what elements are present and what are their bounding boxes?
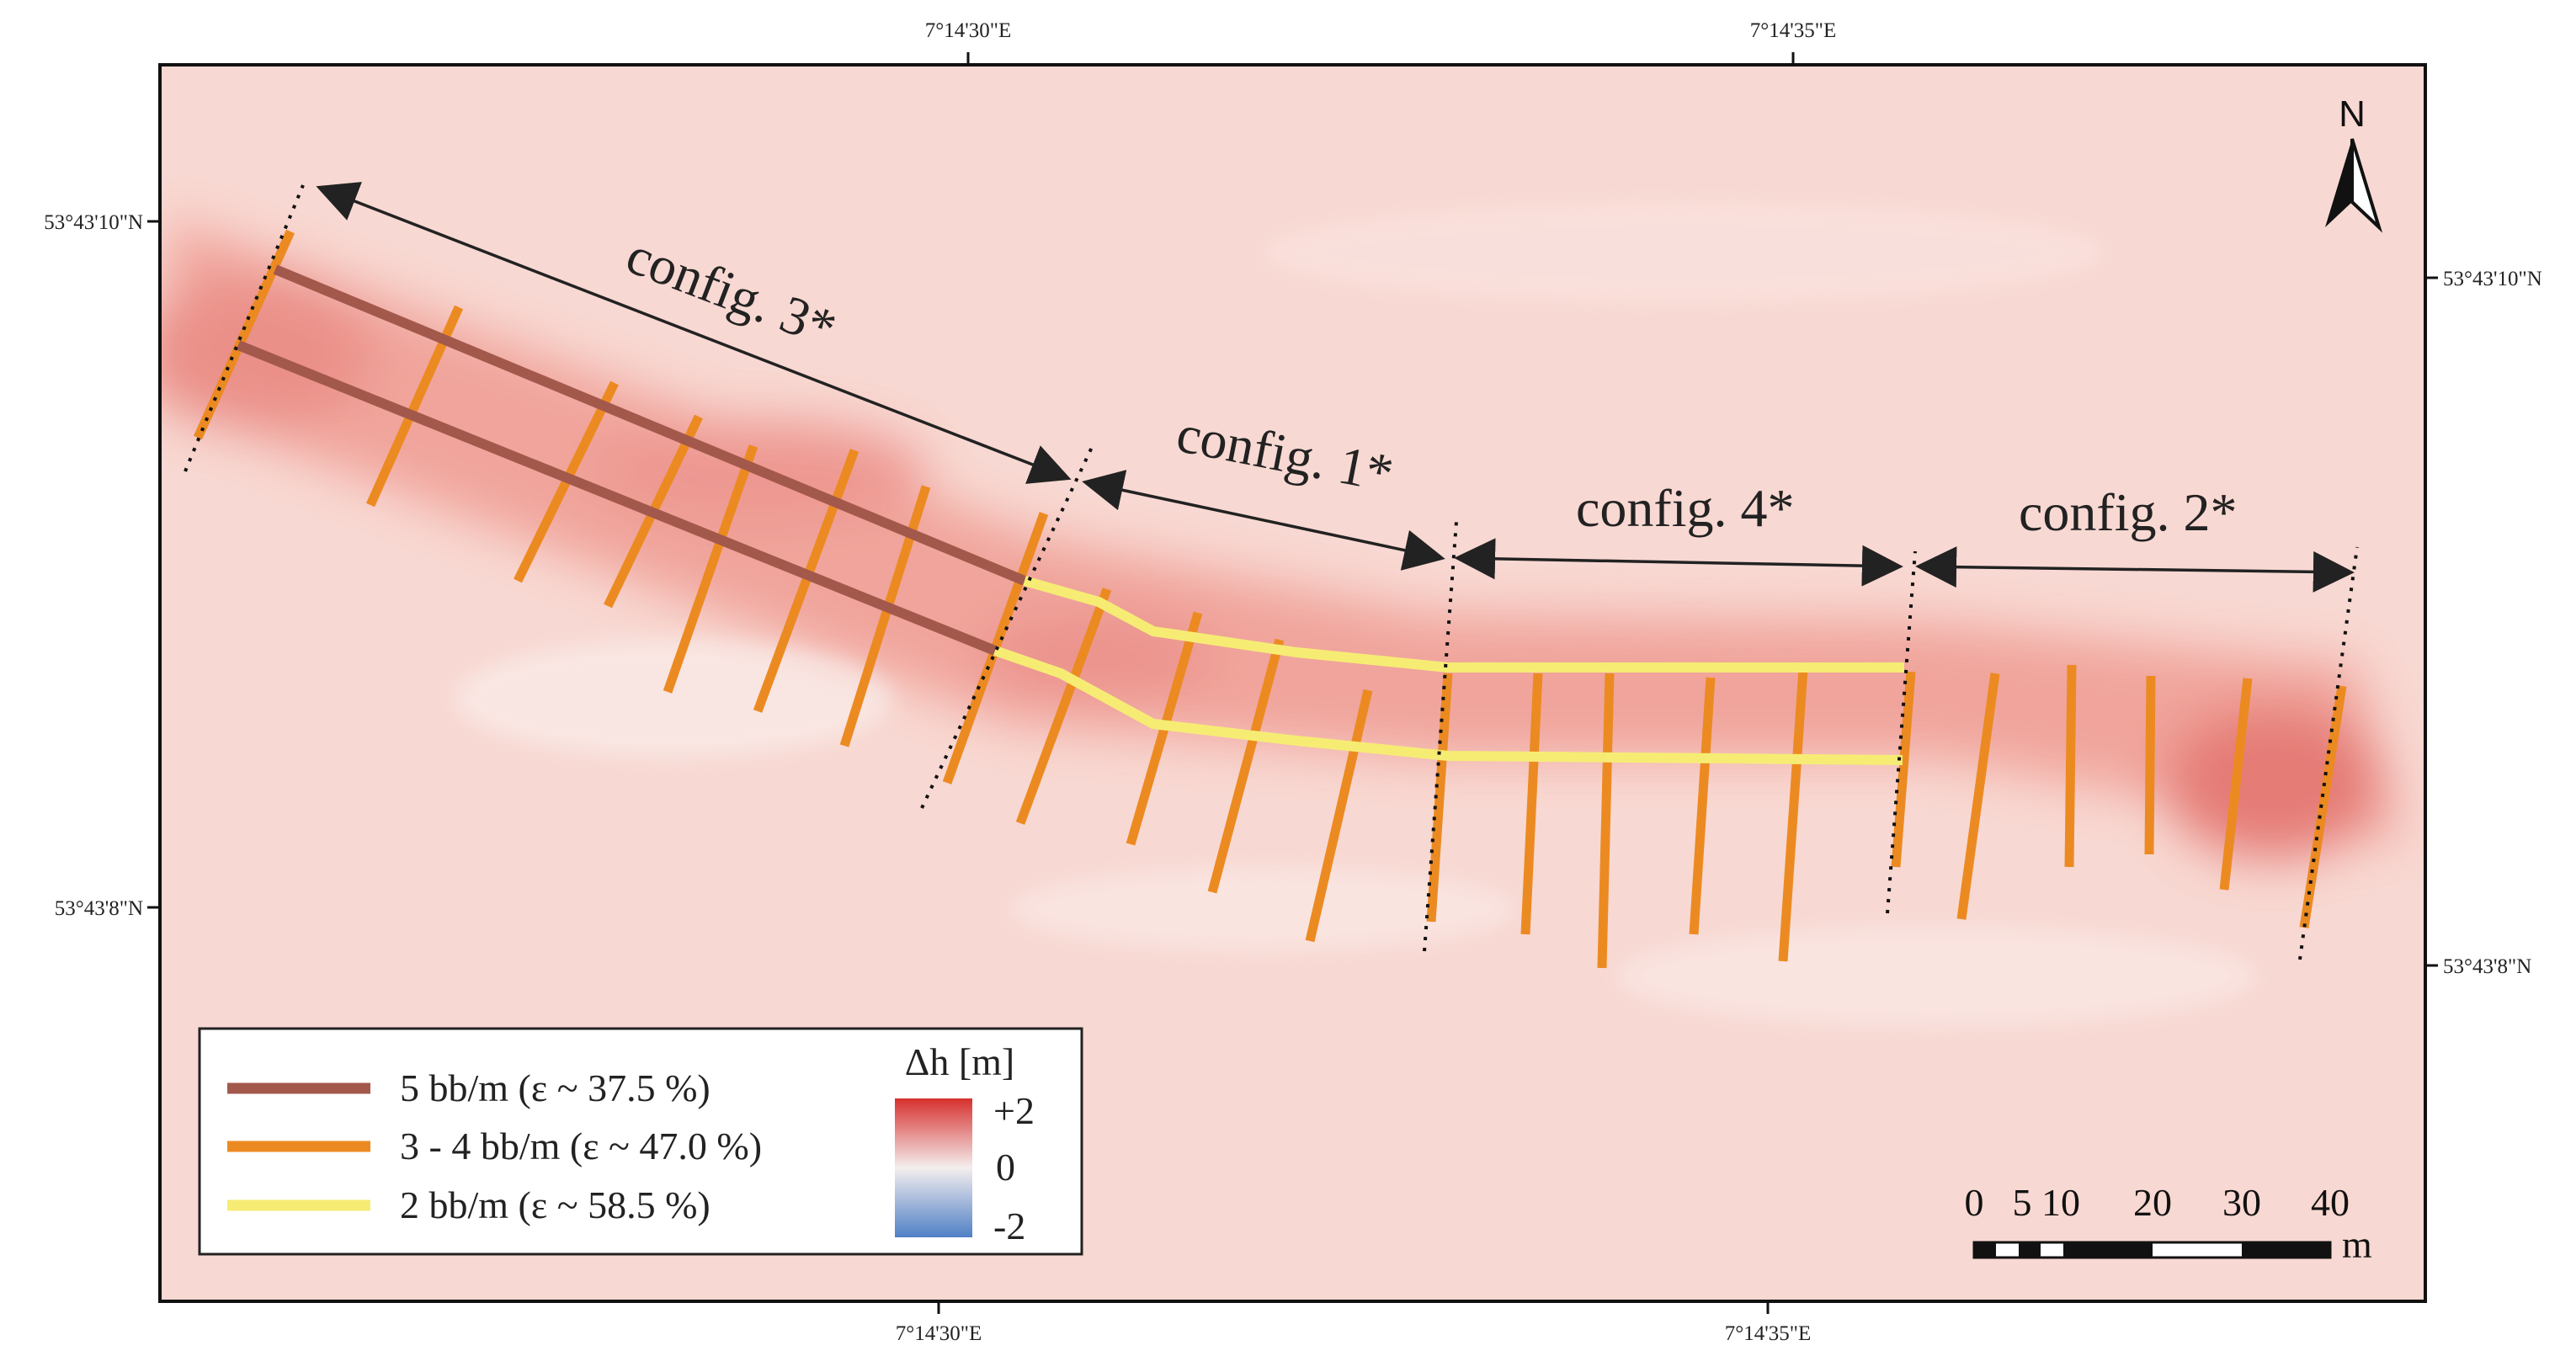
map-frame — [158, 63, 2427, 1303]
legend-label-2bbm: 2 bb/m (ε ~ 58.5 %) — [400, 1183, 711, 1226]
colorbar-min-label: -2 — [993, 1204, 1025, 1247]
coord-right-2: 53°43'8"N — [2443, 955, 2531, 978]
fence-3-4bbm — [663, 444, 758, 694]
scale-segment — [2242, 1242, 2330, 1258]
fence-3-4bbm — [2299, 685, 2347, 928]
scale-segment — [2019, 1242, 2041, 1258]
fence-3-4bbm — [193, 229, 295, 440]
fence-3-4bbm — [1520, 673, 1543, 935]
colorbar-mid-label: 0 — [996, 1146, 1015, 1189]
fence-2bbm — [1023, 576, 1904, 673]
config-1-arrow — [1082, 470, 1445, 571]
north-arrow-outline — [2350, 138, 2383, 233]
fence-3-4bbm — [1597, 673, 1615, 969]
fence-3-4bbm — [753, 449, 860, 713]
colorbar — [895, 1098, 972, 1237]
fence-3-4bbm — [1956, 673, 2000, 920]
scale-unit: m — [2342, 1223, 2372, 1266]
config-4-arrow — [1454, 538, 1903, 587]
divider-line — [2298, 546, 2359, 960]
north-label: N — [2339, 93, 2366, 135]
config-2-label: config. 2* — [2019, 482, 2238, 542]
fence-3-4bbm — [1426, 673, 1453, 923]
config-3-arrow — [316, 182, 1072, 484]
scale-tick-40: 40 — [2311, 1181, 2350, 1224]
config-2-arrow — [1915, 546, 2355, 593]
fence-3-4bbm — [1891, 671, 1916, 868]
coord-top-1: 7°14'30"E — [925, 19, 1011, 42]
fence-3-4bbm — [2219, 678, 2253, 891]
divider-line — [920, 441, 1096, 809]
scale-tick-5: 5 — [2013, 1181, 2032, 1224]
legend-label-5bbm: 5 bb/m (ε ~ 37.5 %) — [400, 1066, 711, 1109]
coord-bottom-2: 7°14'35"E — [1725, 1322, 1811, 1345]
scale-tick-30: 30 — [2222, 1181, 2261, 1224]
coord-right-1: 53°43'10"N — [2443, 268, 2542, 290]
fence-3-4bbm — [2064, 664, 2077, 868]
config-arrows — [316, 182, 2355, 593]
scale-segment — [2063, 1242, 2153, 1258]
divider-line — [184, 184, 305, 472]
scale-segment — [1974, 1242, 1996, 1258]
section-dividers — [184, 184, 2359, 960]
fence-3-4bbm — [1305, 689, 1373, 943]
coord-bottom-1: 7°14'30"E — [896, 1322, 982, 1345]
coord-left-1: 53°43'10"N — [44, 211, 143, 234]
north-arrow-icon — [2325, 139, 2352, 227]
fence-3-4bbm — [2144, 675, 2156, 855]
legend-label-3-4bbm: 3 - 4 bb/m (ε ~ 47.0 %) — [400, 1125, 762, 1167]
scale-bar: 0 5 10 20 30 40 m — [1965, 1181, 2373, 1266]
north-arrow: N — [2325, 93, 2383, 233]
fence-3-4bbm — [1778, 668, 1808, 962]
coord-top-2: 7°14'35"E — [1750, 19, 1836, 42]
config-4-label: config. 4* — [1576, 478, 1795, 538]
coord-left-2: 53°43'8"N — [55, 897, 143, 920]
scale-tick-0: 0 — [1965, 1181, 1984, 1224]
coordinate-ticks — [147, 52, 2438, 1314]
colorbar-max-label: +2 — [993, 1089, 1035, 1132]
colorbar-title: Δh [m] — [905, 1040, 1015, 1083]
fence-3-4bbm — [1207, 638, 1285, 894]
deposition-patches — [455, 202, 2256, 1027]
scale-tick-20: 20 — [2133, 1181, 2172, 1224]
legend: 5 bb/m (ε ~ 37.5 %) 3 - 4 bb/m (ε ~ 47.0… — [198, 1027, 1083, 1256]
fence-3-4bbm — [1015, 588, 1112, 825]
fence-3-4bbm — [1689, 677, 1716, 935]
scale-tick-10: 10 — [2041, 1181, 2080, 1224]
fence-2bbm — [993, 646, 1903, 765]
